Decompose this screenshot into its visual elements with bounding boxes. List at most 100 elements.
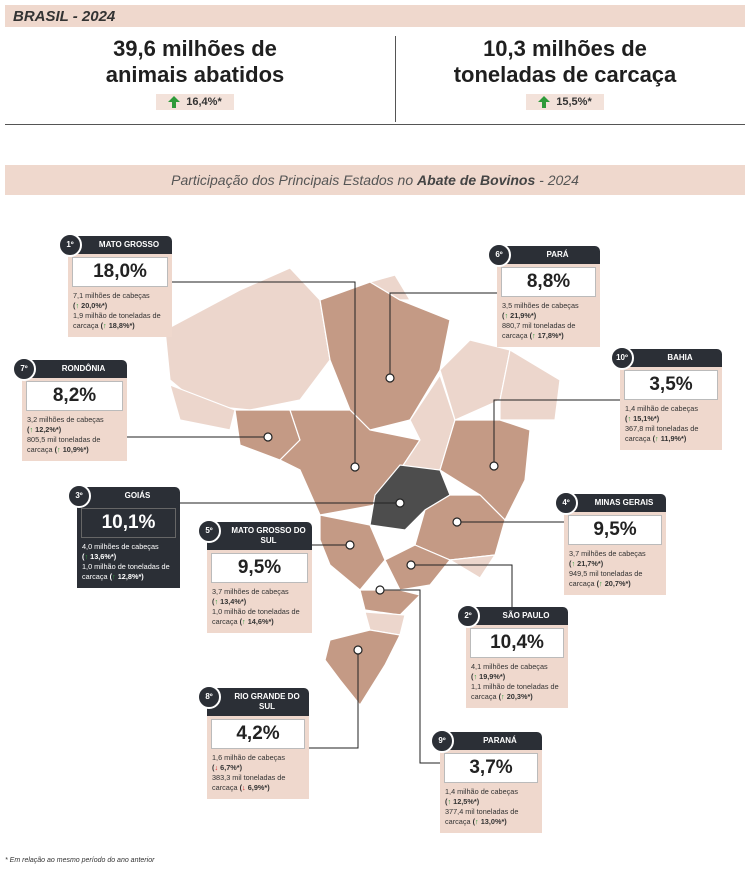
card-body: 8,8% 3,5 milhões de cabeças (↑ 21,9%*) 880,… <box>497 264 600 347</box>
share: 4,2% <box>211 719 305 749</box>
section-suffix: - 2024 <box>539 172 579 188</box>
share: 8,2% <box>26 381 123 411</box>
card-body: 10,4% 4,1 milhões de cabeças (↑ 19,9%*) 1,1… <box>466 625 568 708</box>
header-title: BRASIL - 2024 <box>13 8 116 25</box>
card-tab: 5º MATO GROSSO DO SUL <box>197 519 312 550</box>
details: 3,7 milhões de cabeças (↑ 21,7%*) 949,5 mi… <box>569 549 661 589</box>
card-tab: 1º MATO GROSSO <box>58 233 172 257</box>
state-card: 6º PARÁ 8,8% 3,5 milhões de cabeças (↑ 21,9%… <box>487 243 600 347</box>
card-tab: 9º PARANÁ <box>430 729 542 753</box>
tonnage-change: (↓ 6,9%*) <box>239 783 270 792</box>
heads-change: (↑ 20,0%*) <box>73 301 108 310</box>
tonnage: 949,5 mil toneladas de carcaça <box>569 569 643 588</box>
heads: 3,2 milhões de cabeças <box>27 415 104 424</box>
tonnage: 880,7 mil toneladas de carcaça <box>502 321 576 340</box>
details: 4,0 milhões de cabeças (↑ 13,6%*) 1,0 milh… <box>82 542 175 582</box>
rank: 10º <box>610 346 634 370</box>
heads-change: (↑ 12,5%*) <box>445 797 480 806</box>
tonnage-change: (↑ 10,9%*) <box>54 445 89 454</box>
kpi-line: 10,3 milhões de <box>483 36 647 61</box>
details: 4,1 milhões de cabeças (↑ 19,9%*) 1,1 milh… <box>471 662 563 702</box>
details: 7,1 milhões de cabeças (↑ 20,0%*) 1,9 milh… <box>73 291 167 331</box>
state-card: 10º BAHIA 3,5% 1,4 milhão de cabeças (↑ 15,1… <box>610 346 722 450</box>
state-card: 1º MATO GROSSO 18,0% 7,1 milhões de cabeças… <box>58 233 172 337</box>
card-body: 9,5% 3,7 milhões de cabeças (↑ 13,4%*) 1,0 … <box>207 550 312 633</box>
tonnage-change: (↑ 20,3%*) <box>498 692 533 701</box>
rank: 8º <box>197 685 221 709</box>
state-card: 3º GOIÁS 10,1% 4,0 milhões de cabeças (↑ 13,… <box>67 484 180 588</box>
heads-change: (↑ 12,2%*) <box>27 425 62 434</box>
card-body: 8,2% 3,2 milhões de cabeças (↑ 12,2%*) 805,… <box>22 378 127 461</box>
map-dots <box>263 373 499 655</box>
rule <box>5 124 745 125</box>
state-name: BAHIA <box>667 353 693 362</box>
card-tab: 10º BAHIA <box>610 346 722 370</box>
details: 3,5 milhões de cabeças (↑ 21,9%*) 880,7 mi… <box>502 301 595 341</box>
card-body: 3,5% 1,4 milhão de cabeças (↑ 15,1%*) 367,8… <box>620 367 722 450</box>
card-tab: 2º SÃO PAULO <box>456 604 568 628</box>
kpi-change: 15,5%* <box>526 94 604 110</box>
tonnage: 805,5 mil toneladas de carcaça <box>27 435 101 454</box>
card-body: 4,2% 1,6 milhão de cabeças (↓ 6,7%*) 383,3 … <box>207 716 309 799</box>
leader-lines <box>127 281 620 764</box>
state-name: RONDÔNIA <box>61 364 106 373</box>
card-body: 18,0% 7,1 milhões de cabeças (↑ 20,0%*) 1,9… <box>68 254 172 337</box>
card-tab: 3º GOIÁS <box>67 484 180 508</box>
tonnage-change: (↑ 14,6%*) <box>239 617 274 626</box>
card-tab: 6º PARÁ <box>487 243 600 267</box>
state-card: 4º MINAS GERAIS 9,5% 3,7 milhões de cabeças… <box>554 491 666 595</box>
card-body: 10,1% 4,0 milhões de cabeças (↑ 13,6%*) 1,0… <box>77 505 180 588</box>
kpi-change-text: 15,5%* <box>556 96 592 108</box>
card-body: 3,7% 1,4 milhão de cabeças (↑ 12,5%*) 377,4… <box>440 750 542 833</box>
kpi-change: 16,4%* <box>156 94 234 110</box>
state-card: 5º MATO GROSSO DO SUL 9,5% 3,7 milhões de c… <box>197 519 312 633</box>
heads: 3,7 milhões de cabeças <box>569 549 646 558</box>
section-prefix: Participação dos Principais Estados no <box>171 172 414 188</box>
tonnage: 1,9 milhão de toneladas de carcaça <box>73 311 161 330</box>
divider <box>395 36 396 122</box>
card-body: 9,5% 3,7 milhões de cabeças (↑ 21,7%*) 949,… <box>564 512 666 595</box>
heads-change: (↑ 15,1%*) <box>625 414 660 423</box>
tonnage: 1,1 milhão de toneladas de carcaça <box>471 682 559 701</box>
rank: 9º <box>430 729 454 753</box>
tonnage-change: (↑ 12,8%*) <box>109 572 144 581</box>
tonnage-change: (↑ 17,8%*) <box>529 331 564 340</box>
tonnage: 383,3 mil toneladas de carcaça <box>212 773 286 792</box>
details: 1,4 milhão de cabeças (↑ 15,1%*) 367,8 mil… <box>625 404 717 444</box>
details: 1,4 milhão de cabeças (↑ 12,5%*) 377,4 mil… <box>445 787 537 827</box>
share: 3,7% <box>444 753 538 783</box>
tonnage-change: (↑ 11,9%*) <box>652 434 687 443</box>
state-name: PARÁ <box>546 250 569 259</box>
state-card: 9º PARANÁ 3,7% 1,4 milhão de cabeças (↑ 12,5… <box>430 729 542 833</box>
heads: 3,5 milhões de cabeças <box>502 301 579 310</box>
tonnage: 367,8 mil toneladas de carcaça <box>625 424 699 443</box>
footnote: * Em relação ao mesmo período do ano ant… <box>5 857 155 864</box>
rank: 7º <box>12 357 36 381</box>
share: 3,5% <box>624 370 718 400</box>
tonnage: 377,4 mil toneladas de carcaça <box>445 807 519 826</box>
rank: 1º <box>58 233 82 257</box>
share: 10,4% <box>470 628 564 658</box>
rank: 6º <box>487 243 511 267</box>
details: 3,2 milhões de cabeças (↑ 12,2%*) 805,5 mi… <box>27 415 122 455</box>
heads-change: (↑ 13,6%*) <box>82 552 117 561</box>
heads-change: (↑ 21,7%*) <box>569 559 604 568</box>
card-tab: 4º MINAS GERAIS <box>554 491 666 515</box>
state-name: SÃO PAULO <box>502 611 550 620</box>
tonnage-change: (↑ 20,7%*) <box>596 579 631 588</box>
state-name: GOIÁS <box>124 491 151 500</box>
heads-change: (↑ 13,4%*) <box>212 597 247 606</box>
share: 9,5% <box>568 515 662 545</box>
card-tab: 7º RONDÔNIA <box>12 357 127 381</box>
state-card: 7º RONDÔNIA 8,2% 3,2 milhões de cabeças (↑ 1… <box>12 357 127 461</box>
kpi-line: 39,6 milhões de <box>113 36 277 61</box>
share: 9,5% <box>211 553 308 583</box>
header-bar: BRASIL - 2024 <box>5 5 745 27</box>
share: 8,8% <box>501 267 596 297</box>
state-name: PARANÁ <box>483 736 517 745</box>
heads-change: (↑ 21,9%*) <box>502 311 537 320</box>
heads: 1,6 milhão de cabeças <box>212 753 286 762</box>
heads: 1,4 milhão de cabeças <box>445 787 519 796</box>
state-name: MATO GROSSO <box>98 240 160 249</box>
